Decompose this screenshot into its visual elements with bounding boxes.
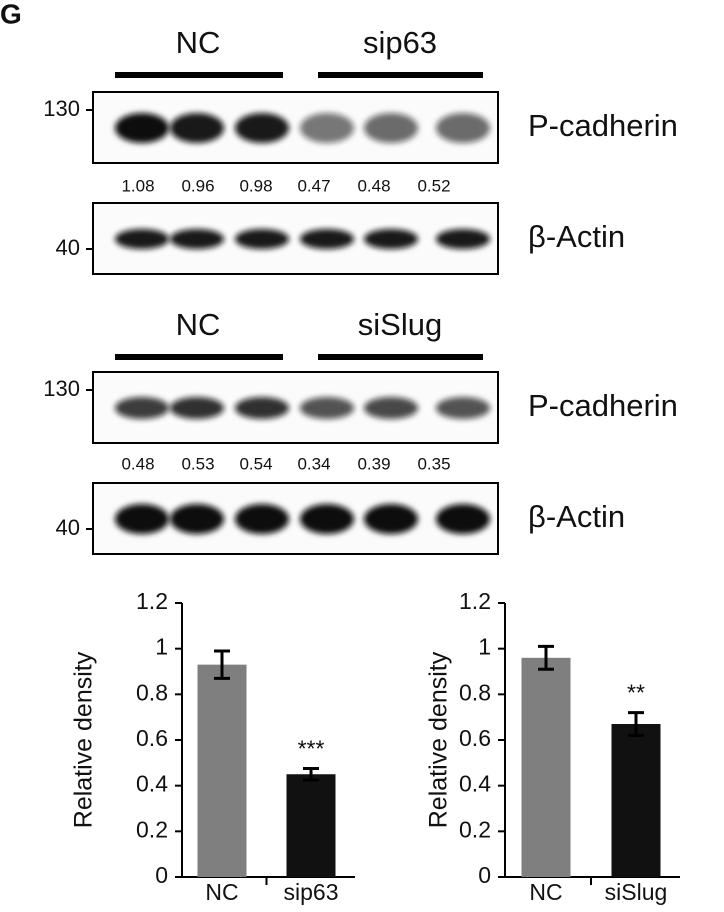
quantification: 0.39 (357, 454, 390, 473)
error-bar (538, 644, 554, 671)
error-bar (214, 649, 230, 680)
marker-label: 40 (56, 235, 80, 260)
band (436, 229, 490, 249)
band (364, 504, 418, 534)
y-tick-label: 0.4 (459, 771, 491, 797)
protein-label: P-cadherin (528, 388, 678, 423)
marker-label: 130 (43, 376, 80, 401)
group-label: siSlug (358, 307, 442, 342)
quantification: 0.53 (181, 454, 214, 473)
band (436, 397, 490, 419)
quantification: 0.47 (297, 176, 330, 195)
group-label: NC (176, 307, 221, 342)
quantification: 0.54 (239, 454, 272, 473)
error-bar (303, 767, 319, 782)
band (115, 504, 169, 534)
bar (611, 724, 661, 877)
marker-label: 130 (43, 96, 80, 121)
band (364, 113, 418, 143)
panel-label: G (0, 0, 22, 29)
quantification: 1.08 (121, 176, 154, 195)
band (300, 397, 354, 419)
band (364, 229, 418, 249)
y-tick-label: 0 (155, 862, 168, 888)
band (235, 397, 289, 419)
y-tick-label: 1 (478, 634, 491, 660)
band (300, 113, 354, 143)
protein-label: P-cadherin (528, 108, 678, 143)
y-tick-label: 0.2 (459, 816, 491, 842)
protein-label: β-Actin (528, 219, 625, 254)
y-tick-label: 0.6 (136, 725, 168, 751)
group-label: NC (176, 25, 221, 60)
group-label: sip63 (363, 25, 437, 60)
band (115, 229, 169, 249)
band (235, 229, 289, 249)
y-axis-label: Relative density (70, 651, 98, 828)
error-bar (628, 711, 644, 737)
quantification: 0.98 (239, 176, 272, 195)
x-tick-label: NC (205, 879, 238, 905)
x-tick-label: sip63 (284, 879, 339, 905)
y-axis-label: Relative density (425, 651, 453, 828)
band (115, 397, 169, 419)
bar (286, 774, 336, 877)
significance: ** (627, 680, 645, 706)
band (115, 113, 169, 143)
y-tick-label: 1.2 (136, 588, 168, 614)
protein-label: β-Actin (528, 499, 625, 534)
band (364, 397, 418, 419)
y-tick-label: 0.4 (136, 771, 168, 797)
band (170, 504, 224, 534)
y-tick-label: 0 (478, 862, 491, 888)
bar (197, 664, 247, 877)
quantification: 0.48 (121, 454, 154, 473)
band (170, 397, 224, 419)
band (436, 113, 490, 143)
y-tick-label: 0.6 (459, 725, 491, 751)
quantification: 0.48 (357, 176, 390, 195)
band (235, 504, 289, 534)
band (170, 113, 224, 143)
quantification: 0.52 (417, 176, 450, 195)
y-tick-label: 1 (155, 634, 168, 660)
x-tick-label: siSlug (605, 879, 668, 905)
bar (521, 657, 571, 877)
band (235, 113, 289, 143)
y-tick-label: 1.2 (459, 588, 491, 614)
y-tick-label: 0.8 (459, 679, 491, 705)
marker-label: 40 (56, 515, 80, 540)
quantification: 0.35 (417, 454, 450, 473)
significance: *** (298, 736, 325, 762)
quantification: 0.34 (297, 454, 330, 473)
quantification: 0.96 (181, 176, 214, 195)
band (300, 504, 354, 534)
band (436, 504, 490, 534)
y-tick-label: 0.2 (136, 816, 168, 842)
y-tick-label: 0.8 (136, 679, 168, 705)
x-tick-label: NC (529, 879, 562, 905)
band (170, 229, 224, 249)
band (300, 229, 354, 249)
